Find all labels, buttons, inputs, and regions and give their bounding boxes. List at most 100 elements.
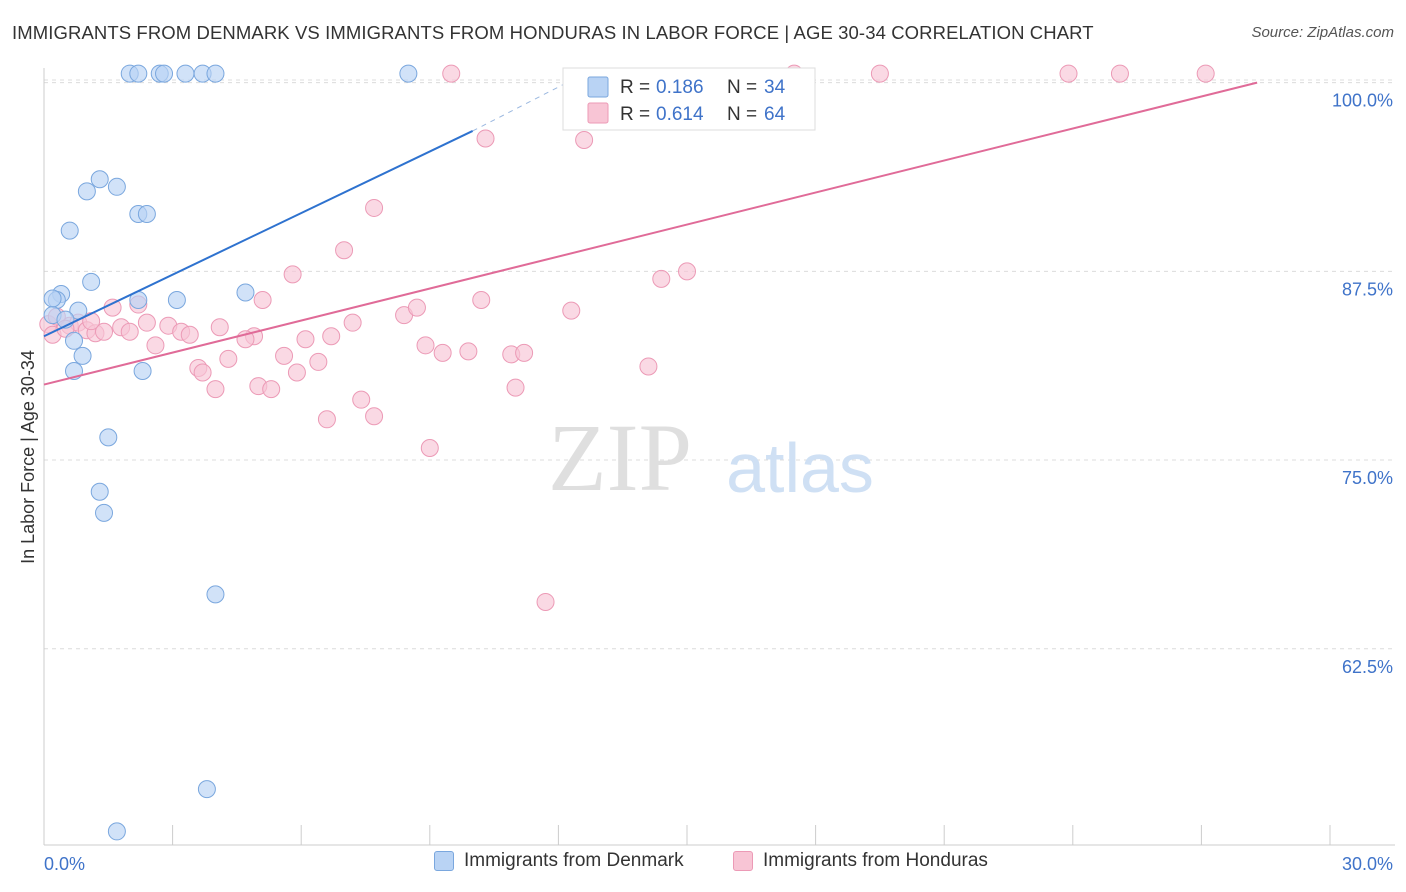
y-tick-label-0: 62.5% — [1342, 657, 1393, 677]
honduras-point — [515, 343, 534, 362]
honduras-point — [95, 322, 114, 341]
honduras-point — [146, 336, 165, 355]
x-tick-label-max: 30.0% — [1342, 854, 1393, 874]
stats-r-label-honduras: R = — [620, 104, 650, 125]
denmark-point — [167, 291, 186, 310]
denmark-point — [90, 170, 109, 189]
denmark-point — [206, 585, 225, 604]
y-tick-label-1: 75.0% — [1342, 468, 1393, 488]
honduras-point — [407, 298, 426, 317]
honduras-point — [283, 265, 302, 284]
honduras-point — [193, 363, 212, 382]
y-tick-labels: 62.5% 75.0% 87.5% 100.0% — [1332, 91, 1393, 677]
denmark-point — [107, 177, 126, 196]
y-axis-label: In Labor Force | Age 30-34 — [18, 350, 38, 564]
denmark-point — [107, 822, 126, 841]
stats-r-value-denmark: 0.186 — [656, 77, 704, 98]
stats-n-label-denmark: N = — [727, 77, 757, 98]
watermark: ZIP atlas — [548, 404, 874, 511]
honduras-point — [476, 129, 495, 148]
honduras-point — [562, 301, 581, 320]
honduras-point — [120, 322, 139, 341]
honduras-point — [416, 336, 435, 355]
denmark-point — [77, 182, 96, 201]
legend-swatch-honduras — [733, 851, 753, 871]
stats-n-value-denmark: 34 — [764, 77, 786, 98]
grid-lines — [44, 79, 1395, 650]
watermark-zip: ZIP — [548, 404, 692, 511]
legend-item-honduras[interactable]: Immigrants from Honduras — [733, 850, 988, 872]
stats-swatch-honduras — [587, 102, 609, 124]
honduras-point — [1059, 64, 1078, 83]
denmark-trend-extension — [472, 82, 568, 132]
denmark-series — [43, 64, 418, 841]
honduras-point — [1110, 64, 1129, 83]
trend-lines — [43, 81, 1258, 386]
denmark-point — [206, 64, 225, 83]
honduras-point — [442, 64, 461, 83]
legend-swatch-denmark — [434, 851, 454, 871]
x-tick-labels: 0.0% 30.0% — [44, 854, 1393, 874]
denmark-point — [60, 221, 79, 240]
stats-r-label-denmark: R = — [620, 77, 650, 98]
honduras-point — [365, 198, 384, 217]
honduras-point — [322, 327, 341, 346]
denmark-trend-line — [43, 130, 474, 338]
honduras-point — [275, 346, 294, 365]
denmark-point — [95, 503, 114, 522]
honduras-point — [536, 592, 555, 611]
honduras-trend-line — [43, 81, 1258, 386]
honduras-point — [365, 407, 384, 426]
honduras-point — [343, 313, 362, 332]
denmark-point — [137, 204, 156, 223]
stats-swatch-denmark — [587, 76, 609, 98]
honduras-point — [652, 269, 671, 288]
y-tick-label-3: 100.0% — [1332, 91, 1393, 111]
denmark-point — [73, 346, 92, 365]
stats-r-value-honduras: 0.614 — [656, 104, 704, 125]
source-label: Source: ZipAtlas.com — [1251, 24, 1394, 41]
denmark-point — [133, 361, 152, 380]
denmark-point — [82, 272, 101, 291]
axes — [43, 68, 1395, 846]
y-tick-label-2: 87.5% — [1342, 279, 1393, 299]
watermark-atlas: atlas — [726, 429, 874, 507]
honduras-point — [296, 330, 315, 349]
honduras-point — [210, 318, 229, 337]
honduras-series — [39, 64, 1215, 611]
denmark-point — [65, 331, 84, 350]
denmark-point — [99, 428, 118, 447]
honduras-point — [309, 352, 328, 371]
honduras-point — [472, 291, 491, 310]
denmark-point — [399, 64, 418, 83]
honduras-point — [317, 410, 336, 429]
honduras-point — [262, 380, 281, 399]
honduras-point — [1196, 64, 1215, 83]
honduras-point — [206, 380, 225, 399]
chart-title: IMMIGRANTS FROM DENMARK VS IMMIGRANTS FR… — [12, 22, 1094, 43]
denmark-point — [155, 64, 174, 83]
honduras-point — [575, 131, 594, 150]
honduras-point — [420, 438, 439, 457]
honduras-point — [870, 64, 889, 83]
stats-n-value-honduras: 64 — [764, 104, 786, 125]
denmark-point — [43, 289, 62, 308]
honduras-point — [639, 357, 658, 376]
denmark-point — [90, 482, 109, 501]
legend-label-denmark: Immigrants from Denmark — [464, 850, 684, 871]
honduras-point — [287, 363, 306, 382]
honduras-point — [180, 325, 199, 344]
honduras-point — [678, 262, 696, 281]
honduras-point — [219, 349, 238, 368]
honduras-point — [506, 378, 525, 397]
honduras-point — [459, 342, 478, 361]
honduras-point — [335, 241, 354, 260]
denmark-point — [176, 64, 195, 83]
legend-item-denmark[interactable]: Immigrants from Denmark — [434, 850, 684, 872]
honduras-point — [137, 313, 156, 332]
denmark-point — [236, 283, 255, 302]
legend-label-honduras: Immigrants from Honduras — [763, 850, 988, 871]
honduras-point — [253, 291, 272, 310]
honduras-point — [352, 390, 371, 409]
